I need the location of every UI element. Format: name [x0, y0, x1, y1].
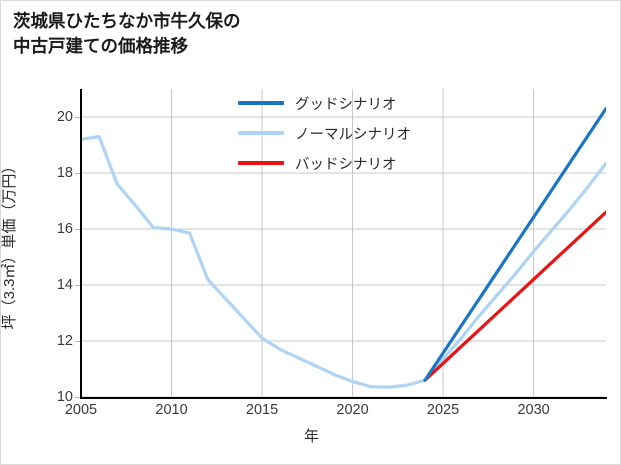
data-series-group [81, 107, 606, 389]
x-tick-label: 2015 [245, 402, 279, 418]
x-tick-label: 2020 [336, 402, 369, 418]
x-tick: 2030 [499, 402, 569, 422]
legend-label: バッドシナリオ [295, 156, 397, 173]
x-tick: 2015 [227, 402, 297, 422]
legend-item: バッドシナリオ [238, 154, 411, 173]
y-axis-spine [80, 89, 82, 398]
legend-color-swatch [238, 161, 284, 165]
y-tick-mark [75, 173, 80, 174]
y-tick-label: 10 [56, 389, 73, 405]
x-axis-label: 年 [303, 428, 319, 445]
legend-item: ノーマルシナリオ [238, 124, 411, 143]
plot-area [81, 89, 606, 397]
y-tick-label: 12 [56, 333, 73, 349]
legend-label: ノーマルシナリオ [295, 126, 411, 143]
legend-color-swatch [238, 101, 284, 105]
x-tick: 2010 [137, 402, 207, 422]
y-tick: 14 [37, 277, 73, 293]
x-axis-spine [80, 397, 607, 399]
y-tick-label: 16 [56, 221, 73, 237]
y-tick-mark [75, 397, 80, 398]
legend-item: グッドシナリオ [238, 94, 411, 113]
y-tick: 16 [37, 221, 73, 237]
y-tick-mark [75, 117, 80, 118]
y-axis-label: 坪（3.3㎡）単価（万円） [1, 158, 18, 330]
y-tick-label: 14 [56, 277, 73, 293]
page-title: 茨城県ひたちなか市牛久保の 中古戸建ての価格推移 [13, 11, 241, 56]
y-tick: 18 [37, 165, 73, 181]
chart-canvas [81, 89, 606, 397]
y-tick: 20 [37, 109, 73, 125]
x-tick: 2025 [408, 402, 478, 422]
x-tick-label: 2005 [64, 402, 98, 418]
x-tick-label: 2010 [155, 402, 188, 418]
y-tick-mark [75, 229, 80, 230]
y-tick: 12 [37, 333, 73, 349]
y-tick: 10 [37, 389, 73, 405]
legend-label: グッドシナリオ [295, 96, 397, 113]
y-tick-mark [75, 341, 80, 342]
series-line [81, 134, 606, 389]
chart-legend: グッドシナリオ ノーマルシナリオ バッドシナリオ [238, 94, 411, 173]
y-tick-mark [75, 285, 80, 286]
x-tick: 2020 [318, 402, 388, 422]
legend-color-swatch [238, 131, 284, 135]
y-tick-label: 18 [56, 165, 73, 181]
x-tick-label: 2030 [517, 402, 550, 418]
x-tick-label: 2025 [426, 402, 460, 418]
y-tick-label: 20 [56, 109, 73, 125]
x-tick: 2005 [46, 402, 116, 422]
series-line [423, 107, 606, 382]
series-line [423, 210, 606, 382]
